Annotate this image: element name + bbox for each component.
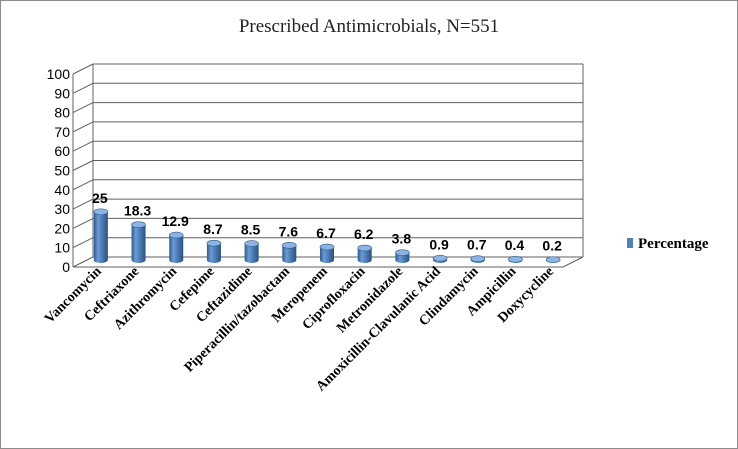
bar-top: [545, 256, 561, 263]
bar: [470, 255, 486, 263]
bar-top: [282, 242, 297, 249]
x-axis-categories: VancomycinCeftriaxoneAzithromycinCefepim…: [42, 264, 557, 394]
bar-top: [470, 255, 486, 262]
bar: [319, 243, 335, 263]
data-label: 6.7: [316, 225, 336, 241]
y-tick-label: 40: [54, 182, 70, 198]
data-label: 0.7: [467, 237, 487, 253]
gridlines: [72, 63, 584, 268]
bar-body: [244, 243, 259, 263]
legend: Percentage: [627, 236, 709, 252]
gridline-side: [72, 237, 94, 249]
legend-swatch: [627, 238, 633, 248]
bar: [508, 255, 523, 263]
bar: [432, 254, 448, 263]
gridline-side: [72, 198, 94, 210]
y-tick-label: 90: [54, 85, 70, 101]
gridline-side: [72, 256, 94, 268]
bar: [93, 208, 109, 263]
bar-body: [282, 245, 297, 263]
gridline-side: [72, 217, 94, 229]
bar-top: [432, 254, 448, 262]
category-label: Metronidazole: [334, 264, 406, 336]
data-label: 7.6: [279, 223, 299, 239]
gridline-side: [72, 82, 94, 94]
y-tick-label: 50: [54, 163, 70, 179]
data-labels: 25 18.3 12.9 8.7 8.5 7.6 6.7 6.2 3.8 0.9 0.7 0.4 0.2: [92, 190, 562, 254]
data-label: 25: [92, 190, 108, 206]
data-label: 6.2: [354, 226, 374, 242]
bar-body: [131, 224, 146, 263]
bar-body: [206, 243, 221, 263]
legend-label: Percentage: [638, 236, 709, 252]
y-tick-label: 70: [54, 124, 70, 140]
bar-body: [169, 235, 184, 263]
y-tick-label: 10: [54, 240, 70, 256]
bar-body: [93, 211, 108, 263]
bar-top: [206, 239, 222, 247]
bar-top: [93, 208, 109, 216]
data-label: 0.9: [429, 236, 449, 252]
data-label: 18.3: [124, 203, 151, 219]
bar-body: [320, 247, 334, 263]
bar: [395, 249, 410, 263]
bar: [545, 256, 561, 263]
gridline-side: [72, 160, 94, 171]
bar: [282, 242, 297, 263]
bar: [168, 231, 184, 263]
gridline-side: [72, 102, 94, 114]
data-label: 0.4: [505, 237, 525, 253]
gridline-side: [72, 140, 94, 152]
gridline-side: [72, 179, 94, 191]
bar: [206, 239, 222, 263]
y-tick-label: 20: [54, 220, 70, 236]
data-label: 12.9: [162, 213, 189, 229]
bar-top: [508, 255, 523, 263]
gridline-side: [72, 63, 94, 75]
bar-top: [395, 249, 410, 256]
bar-top: [357, 244, 372, 252]
y-tick-label: 0: [62, 259, 70, 275]
bar-top: [131, 221, 146, 228]
data-label: 8.5: [241, 222, 261, 238]
bar-body: [357, 248, 372, 263]
gridline-side: [72, 121, 94, 133]
bar-top: [168, 231, 184, 239]
data-label: 8.7: [203, 221, 223, 237]
y-tick-label: 60: [54, 143, 70, 159]
y-tick-label: 100: [47, 66, 71, 82]
floor-right-edge: [562, 256, 584, 268]
chart-title: Prescribed Antimicrobials, N=551: [239, 16, 499, 37]
bar: [357, 244, 372, 263]
bar: [244, 240, 259, 263]
data-label: 3.8: [392, 231, 412, 247]
bar-top: [319, 243, 335, 251]
y-axis-ticks: 0 10 20 30 40 50 60 70 80 90 100: [47, 66, 71, 275]
y-tick-label: 80: [54, 105, 70, 121]
data-label: 0.2: [542, 238, 562, 254]
y-tick-label: 30: [54, 201, 70, 217]
bar-top: [244, 240, 259, 247]
bars: [93, 208, 561, 263]
bar: [131, 221, 146, 263]
